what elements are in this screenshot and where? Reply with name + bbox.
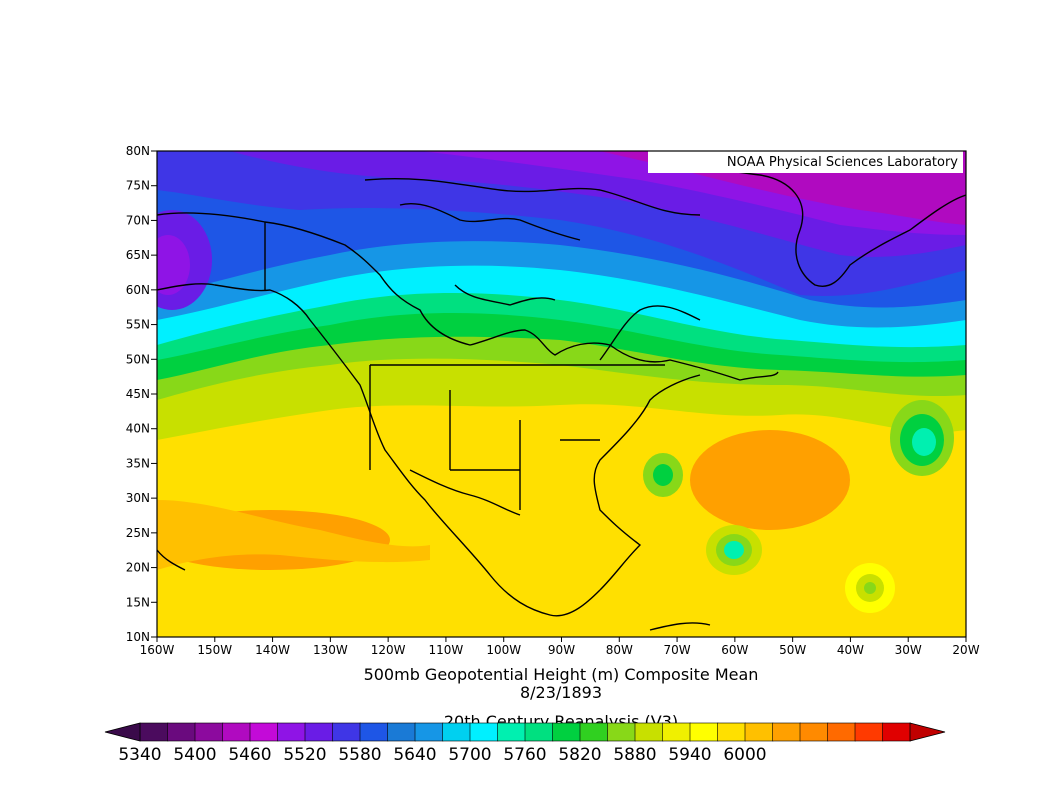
lon-tick-label: 110W bbox=[429, 643, 464, 657]
lat-tick-label: 50N bbox=[126, 352, 150, 366]
colorbar-swatch bbox=[414, 722, 444, 742]
colorbar-swatch bbox=[249, 722, 279, 742]
lat-tick-label: 65N bbox=[126, 248, 150, 262]
colorbar-swatch bbox=[277, 722, 306, 742]
lat-tick-label: 40N bbox=[126, 422, 150, 436]
lat-tick-label: 30N bbox=[126, 491, 150, 505]
colorbar-swatch bbox=[194, 722, 224, 742]
colorbar-swatch bbox=[222, 722, 251, 742]
colorbar-labels: 5340 5400 5460 5520 5580 5640 5700 5760 5820 5880… bbox=[118, 745, 766, 765]
credit-box bbox=[648, 151, 963, 173]
colorbar-swatch bbox=[827, 722, 856, 742]
colorbar-swatch bbox=[772, 722, 801, 742]
lat-tick-label: 15N bbox=[126, 595, 150, 609]
colorbar-tick-label: 5700 bbox=[448, 745, 491, 765]
colorbar-swatch bbox=[387, 722, 416, 742]
colorbar-tick-label: 5460 bbox=[228, 745, 271, 765]
lat-tick-label: 60N bbox=[126, 283, 150, 297]
colorbar-tick-label: 5580 bbox=[338, 745, 381, 765]
colorbar-tick-label: 5340 bbox=[118, 745, 161, 765]
colorbar-swatch bbox=[552, 722, 581, 742]
lat-tick-label: 10N bbox=[126, 630, 150, 644]
lat-tick-label: 20N bbox=[126, 561, 150, 575]
colorbar-swatch bbox=[854, 722, 884, 742]
colorbar bbox=[104, 722, 946, 742]
lon-tick-label: 60W bbox=[721, 643, 748, 657]
credit-text: NOAA Physical Sciences Laboratory bbox=[727, 155, 958, 170]
colorbar-tick-label: 5640 bbox=[393, 745, 436, 765]
colorbar-tick-label: 5520 bbox=[283, 745, 326, 765]
colorbar-swatch bbox=[167, 722, 196, 742]
lon-tick-label: 40W bbox=[837, 643, 864, 657]
colorbar-swatch bbox=[524, 722, 554, 742]
latitude-axis: 80N 75N 70N 65N 60N 55N 50N 45N 40N 35N 30N 25N 20N 1… bbox=[126, 144, 157, 644]
lat-tick-label: 25N bbox=[126, 526, 150, 540]
colorbar-swatch bbox=[359, 722, 389, 742]
lon-tick-label: 90W bbox=[548, 643, 575, 657]
lon-tick-label: 160W bbox=[140, 643, 175, 657]
colorbar-swatch bbox=[579, 722, 609, 742]
colorbar-swatch bbox=[607, 722, 636, 742]
lat-tick-label: 45N bbox=[126, 387, 150, 401]
colorbar-swatch bbox=[634, 722, 664, 742]
lon-tick-label: 130W bbox=[313, 643, 348, 657]
map-date: 8/23/1893 bbox=[520, 683, 602, 702]
colorbar-swatch bbox=[689, 722, 719, 742]
colorbar-tick-label: 5820 bbox=[558, 745, 601, 765]
colorbar-min-arrow bbox=[104, 722, 141, 742]
colorbar-swatch bbox=[717, 722, 746, 742]
lon-tick-label: 80W bbox=[606, 643, 633, 657]
lon-tick-label: 30W bbox=[895, 643, 922, 657]
longitude-axis: 160W 150W 140W 130W 120W 110W 100W 90W 80W 70W 60W… bbox=[140, 637, 980, 657]
colorbar-swatch bbox=[304, 722, 334, 742]
colorbar-max-arrow bbox=[909, 722, 946, 742]
lat-tick-label: 35N bbox=[126, 456, 150, 470]
lat-tick-label: 70N bbox=[126, 213, 150, 227]
colorbar-swatch bbox=[332, 722, 361, 742]
lon-tick-label: 150W bbox=[197, 643, 232, 657]
colorbar-tick-label: 6000 bbox=[723, 745, 766, 765]
colorbar-swatch bbox=[469, 722, 499, 742]
lat-tick-label: 75N bbox=[126, 179, 150, 193]
lon-tick-label: 70W bbox=[664, 643, 691, 657]
colorbar-swatch bbox=[799, 722, 829, 742]
colorbar-swatch bbox=[139, 722, 169, 742]
geopotential-height-field bbox=[157, 151, 966, 637]
colorbar-swatch bbox=[442, 722, 471, 742]
lon-tick-label: 50W bbox=[779, 643, 806, 657]
colorbar-tick-label: 5940 bbox=[668, 745, 711, 765]
lon-tick-label: 120W bbox=[371, 643, 406, 657]
lat-tick-label: 55N bbox=[126, 318, 150, 332]
colorbar-swatch bbox=[744, 722, 774, 742]
colorbar-swatch bbox=[662, 722, 691, 742]
colorbar-swatch bbox=[882, 722, 911, 742]
colorbar-swatch bbox=[497, 722, 526, 742]
lon-tick-label: 140W bbox=[255, 643, 290, 657]
map-title: 500mb Geopotential Height (m) Composite … bbox=[364, 665, 759, 684]
lat-tick-label: 80N bbox=[126, 144, 150, 158]
colorbar-tick-label: 5880 bbox=[613, 745, 656, 765]
lon-tick-label: 100W bbox=[486, 643, 521, 657]
colorbar-tick-label: 5400 bbox=[173, 745, 216, 765]
lon-tick-label: 20W bbox=[952, 643, 979, 657]
coastlines bbox=[157, 159, 966, 631]
colorbar-tick-label: 5760 bbox=[503, 745, 546, 765]
